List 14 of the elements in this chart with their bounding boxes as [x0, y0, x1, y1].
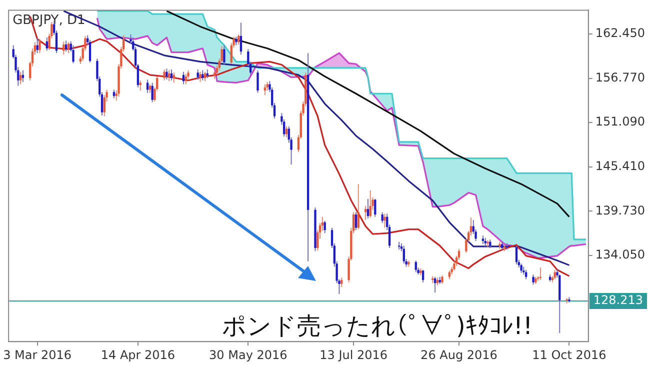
x-tick-label: 30 May 2016	[209, 348, 288, 362]
y-tick-label: 162.450	[595, 26, 645, 40]
x-tick-label: 3 Mar 2016	[3, 348, 72, 362]
y-tick-label: 134.050	[595, 248, 645, 262]
annotation: ポンド売ったれ(ﾟ∀ﾟ)ｷﾀｺﾚ!!	[222, 311, 533, 342]
x-tick-label: 13 Jul 2016	[320, 348, 388, 362]
y-tick-label: 145.410	[595, 158, 645, 173]
x-tick-label: 14 Apr 2016	[100, 348, 176, 362]
x-tick-label: 11 Oct 2016	[532, 348, 606, 362]
ref-line-label: 128.213	[593, 293, 643, 308]
y-tick-label: 156.770	[595, 70, 645, 84]
y-tick-label: 139.730	[595, 203, 645, 218]
y-tick-label: 151.090	[595, 114, 645, 129]
x-tick-label: 26 Aug 2016	[420, 348, 498, 362]
